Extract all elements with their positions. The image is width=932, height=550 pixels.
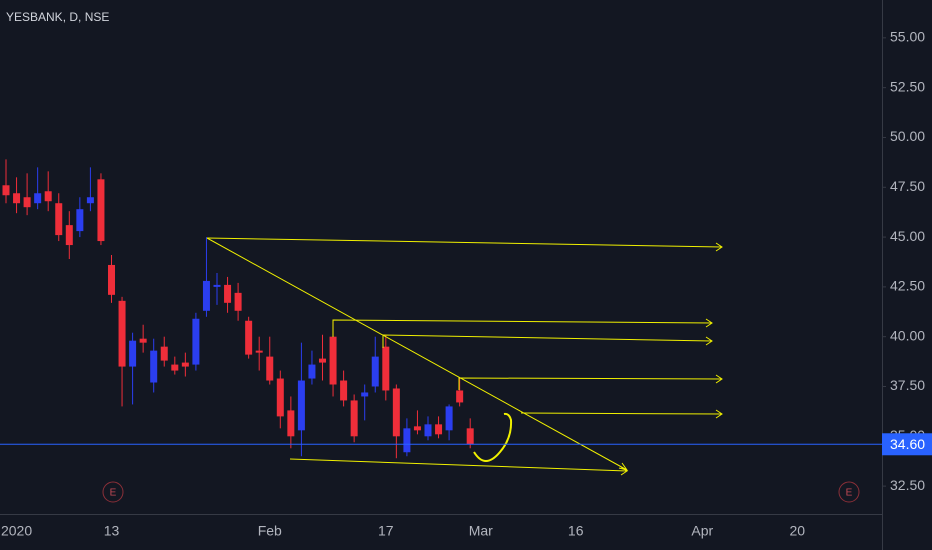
y-tick-label: 52.50	[890, 78, 925, 94]
candle-body	[23, 197, 31, 208]
y-tick-label: 32.50	[890, 477, 925, 493]
trend-line	[206, 237, 723, 252]
candle-body	[276, 378, 284, 417]
candle-body	[392, 388, 400, 437]
x-tick-label: Apr	[691, 523, 713, 539]
x-tick-label: 16	[568, 523, 584, 539]
chart-title: YESBANK, D, NSE	[6, 10, 109, 24]
candle-body	[340, 380, 348, 401]
y-tick-label: 37.50	[890, 377, 925, 393]
candle-body	[329, 336, 337, 385]
trend-line	[520, 409, 723, 419]
event-marker	[838, 481, 860, 503]
price-label: 34.60	[890, 436, 925, 452]
candle-body	[224, 284, 232, 303]
x-tick-label: Feb	[258, 523, 282, 539]
event: E E	[102, 481, 860, 503]
event-label: E	[846, 488, 853, 499]
candle-body	[308, 364, 316, 379]
candle-body	[435, 424, 443, 435]
x-tick-label: 20	[789, 523, 805, 539]
candle-body	[255, 350, 263, 353]
candle-body	[202, 280, 210, 311]
y-tick-label: 55.00	[890, 29, 925, 45]
x-tick-label: Mar	[469, 523, 493, 539]
candle-body	[297, 380, 305, 431]
y-tick-label: 50.00	[890, 128, 925, 144]
candle-body	[150, 350, 158, 383]
candle-body	[287, 410, 295, 437]
candle-body	[445, 406, 453, 431]
candle-body	[213, 284, 221, 287]
candle-body	[97, 179, 105, 242]
candle-body	[371, 356, 379, 387]
candle-body	[350, 400, 358, 437]
candle-body	[2, 185, 10, 196]
candle-body	[118, 300, 126, 367]
trend-line	[206, 237, 629, 471]
candle-body	[403, 428, 411, 453]
y-tick-label: 42.50	[890, 278, 925, 294]
candle-body	[129, 340, 137, 367]
candle-body	[86, 197, 94, 204]
candle-body	[181, 362, 189, 367]
event-marker	[102, 481, 124, 503]
price-label-box	[882, 433, 932, 456]
trend-line	[332, 318, 713, 337]
trend-line	[458, 374, 723, 390]
curve	[473, 412, 513, 462]
candle-body	[44, 191, 52, 202]
candle-body	[13, 193, 21, 204]
trend-line	[289, 458, 628, 476]
candle-body	[424, 424, 432, 437]
y-tick-label: 40.00	[890, 327, 925, 343]
candle-body	[361, 392, 369, 397]
candle-body	[466, 428, 474, 445]
x-tick-label: 2020	[1, 523, 32, 539]
candle-body	[245, 320, 253, 355]
candle-body	[65, 225, 73, 246]
candle-body	[55, 203, 63, 236]
candle-body	[171, 364, 179, 371]
event-label: E	[110, 488, 117, 499]
candle-body	[266, 356, 274, 381]
candles	[2, 159, 474, 459]
trend-line	[382, 334, 713, 348]
x-tick-label: 17	[378, 523, 394, 539]
candle-body	[76, 209, 84, 232]
y-tick-label: 45.00	[890, 228, 925, 244]
candle-body	[108, 264, 115, 295]
candle-body	[234, 292, 242, 311]
candle-body	[192, 318, 200, 365]
candle-body	[413, 426, 421, 431]
candle-body	[319, 358, 326, 363]
x-tick-label: 13	[104, 523, 120, 539]
candle-body	[456, 390, 464, 403]
drawings	[206, 237, 723, 476]
candle-body	[139, 338, 147, 343]
y-tick-label: 47.50	[890, 178, 925, 194]
candle-body	[160, 346, 168, 361]
candle-body	[34, 193, 42, 204]
candle-body	[382, 346, 390, 391]
